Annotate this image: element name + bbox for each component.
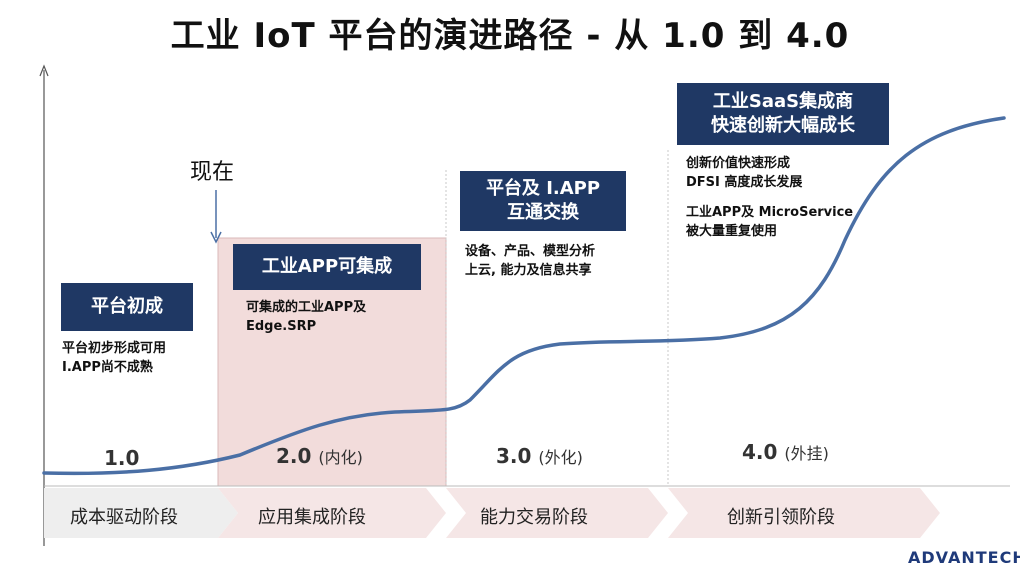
phase-2-title-line-1: 工业APP可集成	[261, 256, 393, 277]
phase-2-version-number: 2.0	[276, 444, 312, 468]
phase-3-desc-line-1: 设备、产品、模型分析	[465, 244, 596, 259]
phase-1-version: 1.0	[104, 446, 139, 470]
phase-4-desc-line-3: 工业APP及 MicroService	[686, 205, 854, 220]
growth-curve	[42, 116, 1006, 476]
phase-2-title-box: 工业APP可集成	[233, 244, 421, 290]
advantech-logo: ADVANTECH	[908, 548, 1020, 567]
stage-label-1: 成本驱动阶段	[70, 507, 178, 528]
phase-1-title-line-1: 平台初成	[91, 296, 163, 317]
stage-chevron-1	[44, 488, 238, 538]
slide-title: 工业 IoT 平台的演进路径 - 从 1.0 到 4.0	[170, 16, 850, 56]
phase-2-version-sub: (内化)	[318, 448, 363, 467]
phase-1-desc-line-1: 平台初步形成可用	[62, 341, 167, 356]
phase-3-description: 设备、产品、模型分析 上云, 能力及信息共享	[465, 242, 595, 280]
phase-4-title-line-1: 工业SaaS集成商	[712, 91, 854, 112]
now-label: 现在	[190, 160, 235, 185]
phase-3-title-line-1: 平台及 I.APP	[485, 178, 601, 199]
phase-1-version-number: 1.0	[104, 446, 140, 470]
phase-3-version-number: 3.0	[496, 444, 532, 468]
now-arrow-head	[210, 231, 222, 244]
phase-4-title-line-2: 快速创新大幅成长	[711, 115, 855, 136]
phase-2-desc-line-1: 可集成的工业APP及	[246, 300, 367, 315]
y-axis-arrow	[39, 64, 49, 77]
phase-4-desc-line-4: 被大量重复使用	[686, 224, 778, 239]
phase-3-title-box: 平台及 I.APP 互通交换	[460, 171, 626, 231]
phase-1-desc-line-2: I.APP尚不成熟	[62, 360, 153, 375]
phase-2-version: 2.0 (内化)	[276, 444, 363, 468]
stage-chevron-3	[446, 488, 668, 538]
phase-3-version: 3.0 (外化)	[496, 444, 583, 468]
phase-4-desc-line-1: 创新价值快速形成	[686, 156, 791, 171]
phase-4-title-box: 工业SaaS集成商 快速创新大幅成长	[677, 83, 889, 145]
phase-1-title-box: 平台初成	[61, 283, 193, 331]
stage-label-4: 创新引领阶段	[727, 507, 835, 528]
phase-2-description: 可集成的工业APP及 Edge.SRP	[246, 298, 366, 336]
phase-4-version-sub: (外挂)	[784, 444, 829, 463]
stage-chevron-4	[668, 488, 940, 538]
stage-label-2: 应用集成阶段	[258, 507, 366, 528]
phase-3-desc-line-2: 上云, 能力及信息共享	[465, 263, 592, 278]
phase-3-version-sub: (外化)	[538, 448, 583, 467]
stage-chevron-2	[218, 488, 446, 538]
phase-4-description-b: 工业APP及 MicroService 被大量重复使用	[686, 203, 853, 241]
phase-4-version-number: 4.0	[742, 440, 778, 464]
phase-2-desc-line-2: Edge.SRP	[246, 319, 317, 334]
phase-1-description: 平台初步形成可用 I.APP尚不成熟	[62, 339, 166, 377]
stage-label-3: 能力交易阶段	[480, 507, 588, 528]
phase-4-description-a: 创新价值快速形成 DFSI 高度成长发展	[686, 154, 802, 192]
phase-4-version: 4.0 (外挂)	[742, 440, 829, 464]
phase-3-title-line-2: 互通交换	[507, 202, 579, 223]
phase-4-desc-line-2: DFSI 高度成长发展	[686, 175, 803, 190]
